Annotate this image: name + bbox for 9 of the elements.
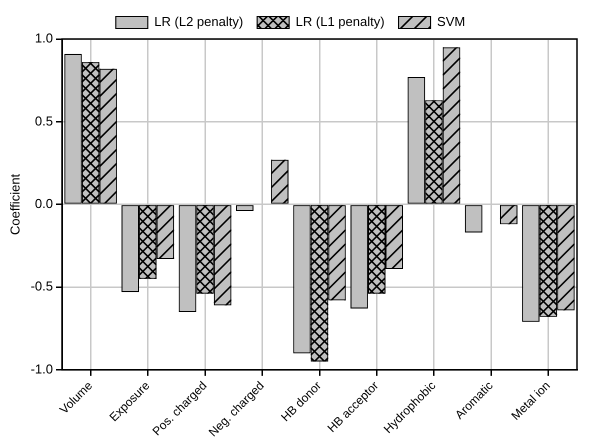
legend-label: LR (L2 penalty) (154, 14, 244, 30)
y-tick-label: 0.0 (34, 196, 53, 212)
y-tick-label: -1.0 (30, 361, 53, 376)
y-tick-label: 0.5 (34, 113, 53, 128)
y-tick-label: 1.0 (34, 30, 53, 46)
y-tick-label: -0.5 (30, 278, 53, 294)
legend-label: LR (L1 penalty) (296, 14, 385, 30)
y-axis-title: Coefficient (7, 173, 22, 236)
legend-label: SVM (437, 14, 466, 30)
